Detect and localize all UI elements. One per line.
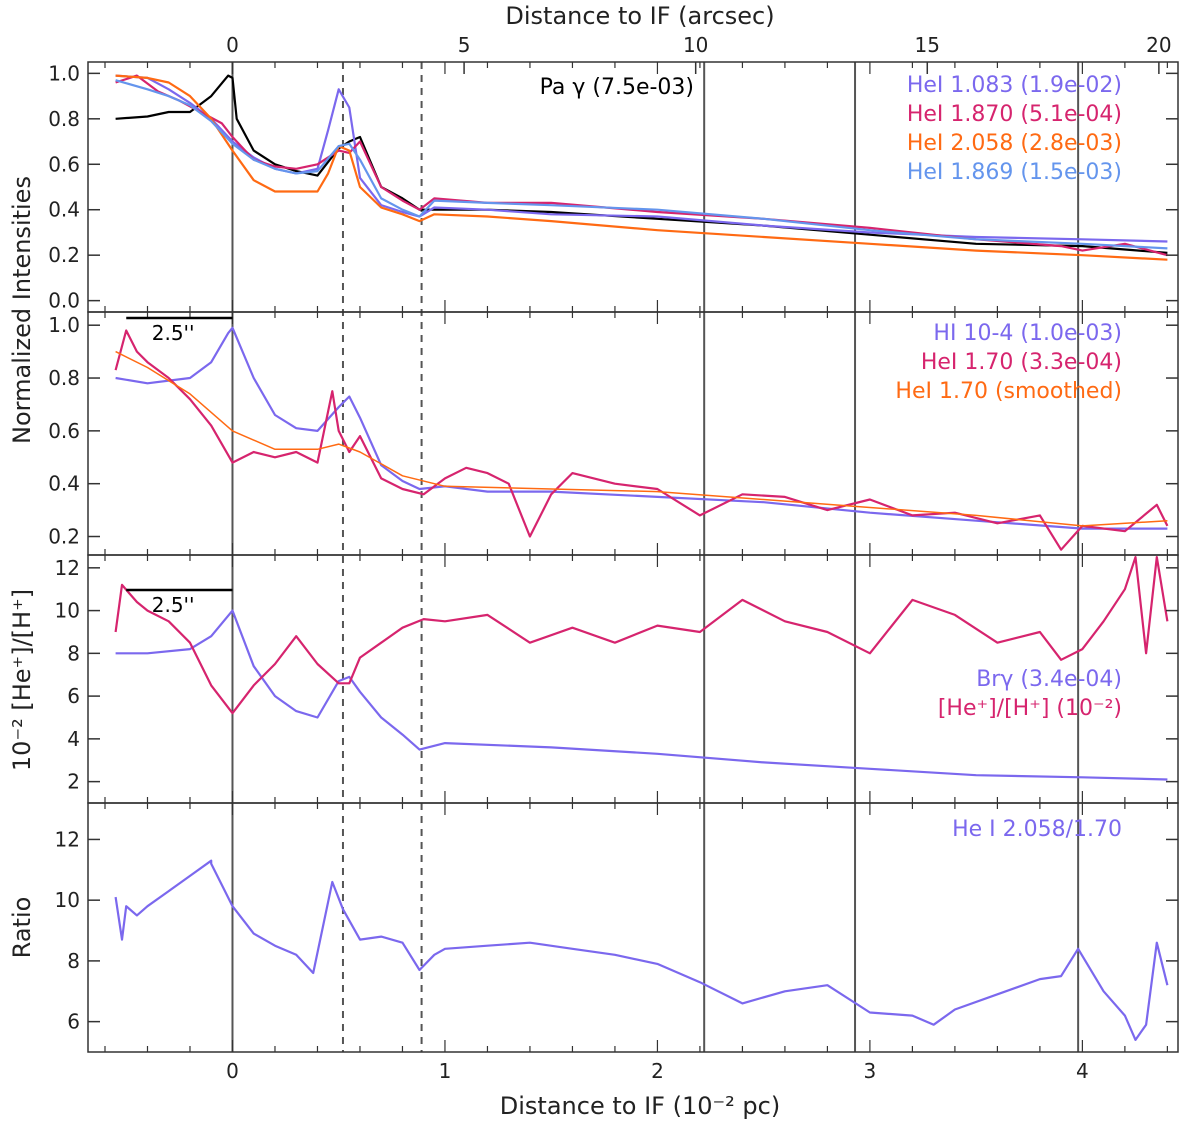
ytick-label-1-3: 0.6 bbox=[48, 152, 80, 176]
series-line-4-0 bbox=[114, 859, 1169, 1042]
ytick-label-3-1: 4 bbox=[67, 727, 80, 751]
legend-entry-2-2: HeI 1.70 (smoothed) bbox=[895, 379, 1122, 404]
top-tick-label-1: 5 bbox=[458, 33, 471, 57]
y-axis-label-3: 10⁻² [He⁺]/[H⁺] bbox=[8, 589, 36, 771]
xtick-label-2: 2 bbox=[651, 1059, 664, 1083]
top-axis-label: Distance to IF (arcsec) bbox=[505, 2, 774, 30]
legend-entry-4-0: He I 2.058/1.70 bbox=[952, 817, 1122, 842]
xtick-label-0: 0 bbox=[226, 1059, 239, 1083]
ytick-label-3-3: 8 bbox=[67, 641, 80, 665]
legend-entry-3-0: Brγ (3.4e-04) bbox=[976, 667, 1122, 692]
legend-entry-3-1: [He⁺]/[H⁺] (10⁻²) bbox=[938, 696, 1122, 721]
top-tick-label-4: 20 bbox=[1146, 33, 1171, 57]
xtick-label-1: 1 bbox=[439, 1059, 452, 1083]
ytick-label-1-1: 0.2 bbox=[48, 243, 80, 267]
panel-4-series bbox=[114, 859, 1169, 1042]
scale-bar-label-3: 2.5'' bbox=[152, 593, 195, 617]
ytick-label-2-2: 0.6 bbox=[48, 419, 80, 443]
ytick-label-1-5: 1.0 bbox=[48, 61, 80, 85]
legend-entry-2-0: HI 10-4 (1.0e-03) bbox=[933, 321, 1122, 346]
panels bbox=[114, 74, 1169, 1042]
ytick-label-1-2: 0.4 bbox=[48, 198, 80, 222]
ticks bbox=[88, 62, 1178, 1052]
legend-entry-1-1: HeI 1.083 (1.9e-02) bbox=[907, 73, 1122, 98]
ytick-label-3-2: 6 bbox=[67, 684, 80, 708]
ytick-label-2-4: 1.0 bbox=[48, 313, 80, 337]
y-axis-label-1: Normalized Intensities bbox=[8, 176, 36, 444]
top-tick-label-3: 15 bbox=[915, 33, 940, 57]
legend-entry-1-3: HeI 2.058 (2.8e-03) bbox=[907, 131, 1122, 156]
ytick-label-2-0: 0.2 bbox=[48, 525, 80, 549]
x-axis-label: Distance to IF (10⁻² pc) bbox=[500, 1092, 780, 1120]
ytick-label-3-0: 2 bbox=[67, 770, 80, 794]
ytick-label-3-5: 12 bbox=[55, 556, 80, 580]
top-tick-label-2: 10 bbox=[683, 33, 708, 57]
series-line-3-0 bbox=[115, 609, 1168, 781]
y-axis-label-4: Ratio bbox=[8, 897, 36, 959]
series-line-1-1 bbox=[115, 74, 1168, 243]
ytick-label-4-1: 8 bbox=[67, 949, 80, 973]
frames bbox=[87, 61, 1179, 1053]
legend-entry-1-2: HeI 1.870 (5.1e-04) bbox=[907, 102, 1122, 127]
legend-entry-1-4: HeI 1.869 (1.5e-03) bbox=[907, 160, 1122, 185]
ytick-label-4-3: 12 bbox=[55, 827, 80, 851]
xtick-label-3: 3 bbox=[864, 1059, 877, 1083]
series-line-2-0 bbox=[115, 326, 1168, 530]
ytick-label-3-4: 10 bbox=[55, 599, 80, 623]
ytick-label-1-4: 0.8 bbox=[48, 107, 80, 131]
panel-4-frame bbox=[87, 802, 1179, 1053]
panel-3-series bbox=[114, 555, 1169, 781]
series-line-3-1 bbox=[114, 555, 1169, 715]
ytick-label-2-1: 0.4 bbox=[48, 472, 80, 496]
xtick-label-4: 4 bbox=[1076, 1059, 1089, 1083]
series-line-2-2 bbox=[115, 350, 1168, 527]
series-line-1-4 bbox=[115, 79, 1168, 250]
ytick-label-1-0: 0.0 bbox=[48, 289, 80, 313]
legend-entry-2-1: HeI 1.70 (3.3e-04) bbox=[921, 350, 1122, 375]
scale-bar-label-2: 2.5'' bbox=[152, 321, 195, 345]
panel-1-series bbox=[115, 74, 1168, 261]
ytick-label-4-0: 6 bbox=[67, 1010, 80, 1034]
legend-entry-1-0: Pa γ (7.5e-03) bbox=[540, 75, 694, 100]
ytick-label-2-3: 0.8 bbox=[48, 366, 80, 390]
top-tick-label-0: 0 bbox=[226, 33, 239, 57]
panel-2-series bbox=[114, 326, 1169, 551]
ytick-label-4-2: 10 bbox=[55, 888, 80, 912]
labels: 0.0 0.2 0.4 0.6 0.8 1.0 Pa γ (7.5e-03) HeI 1.08… bbox=[8, 2, 1172, 1120]
